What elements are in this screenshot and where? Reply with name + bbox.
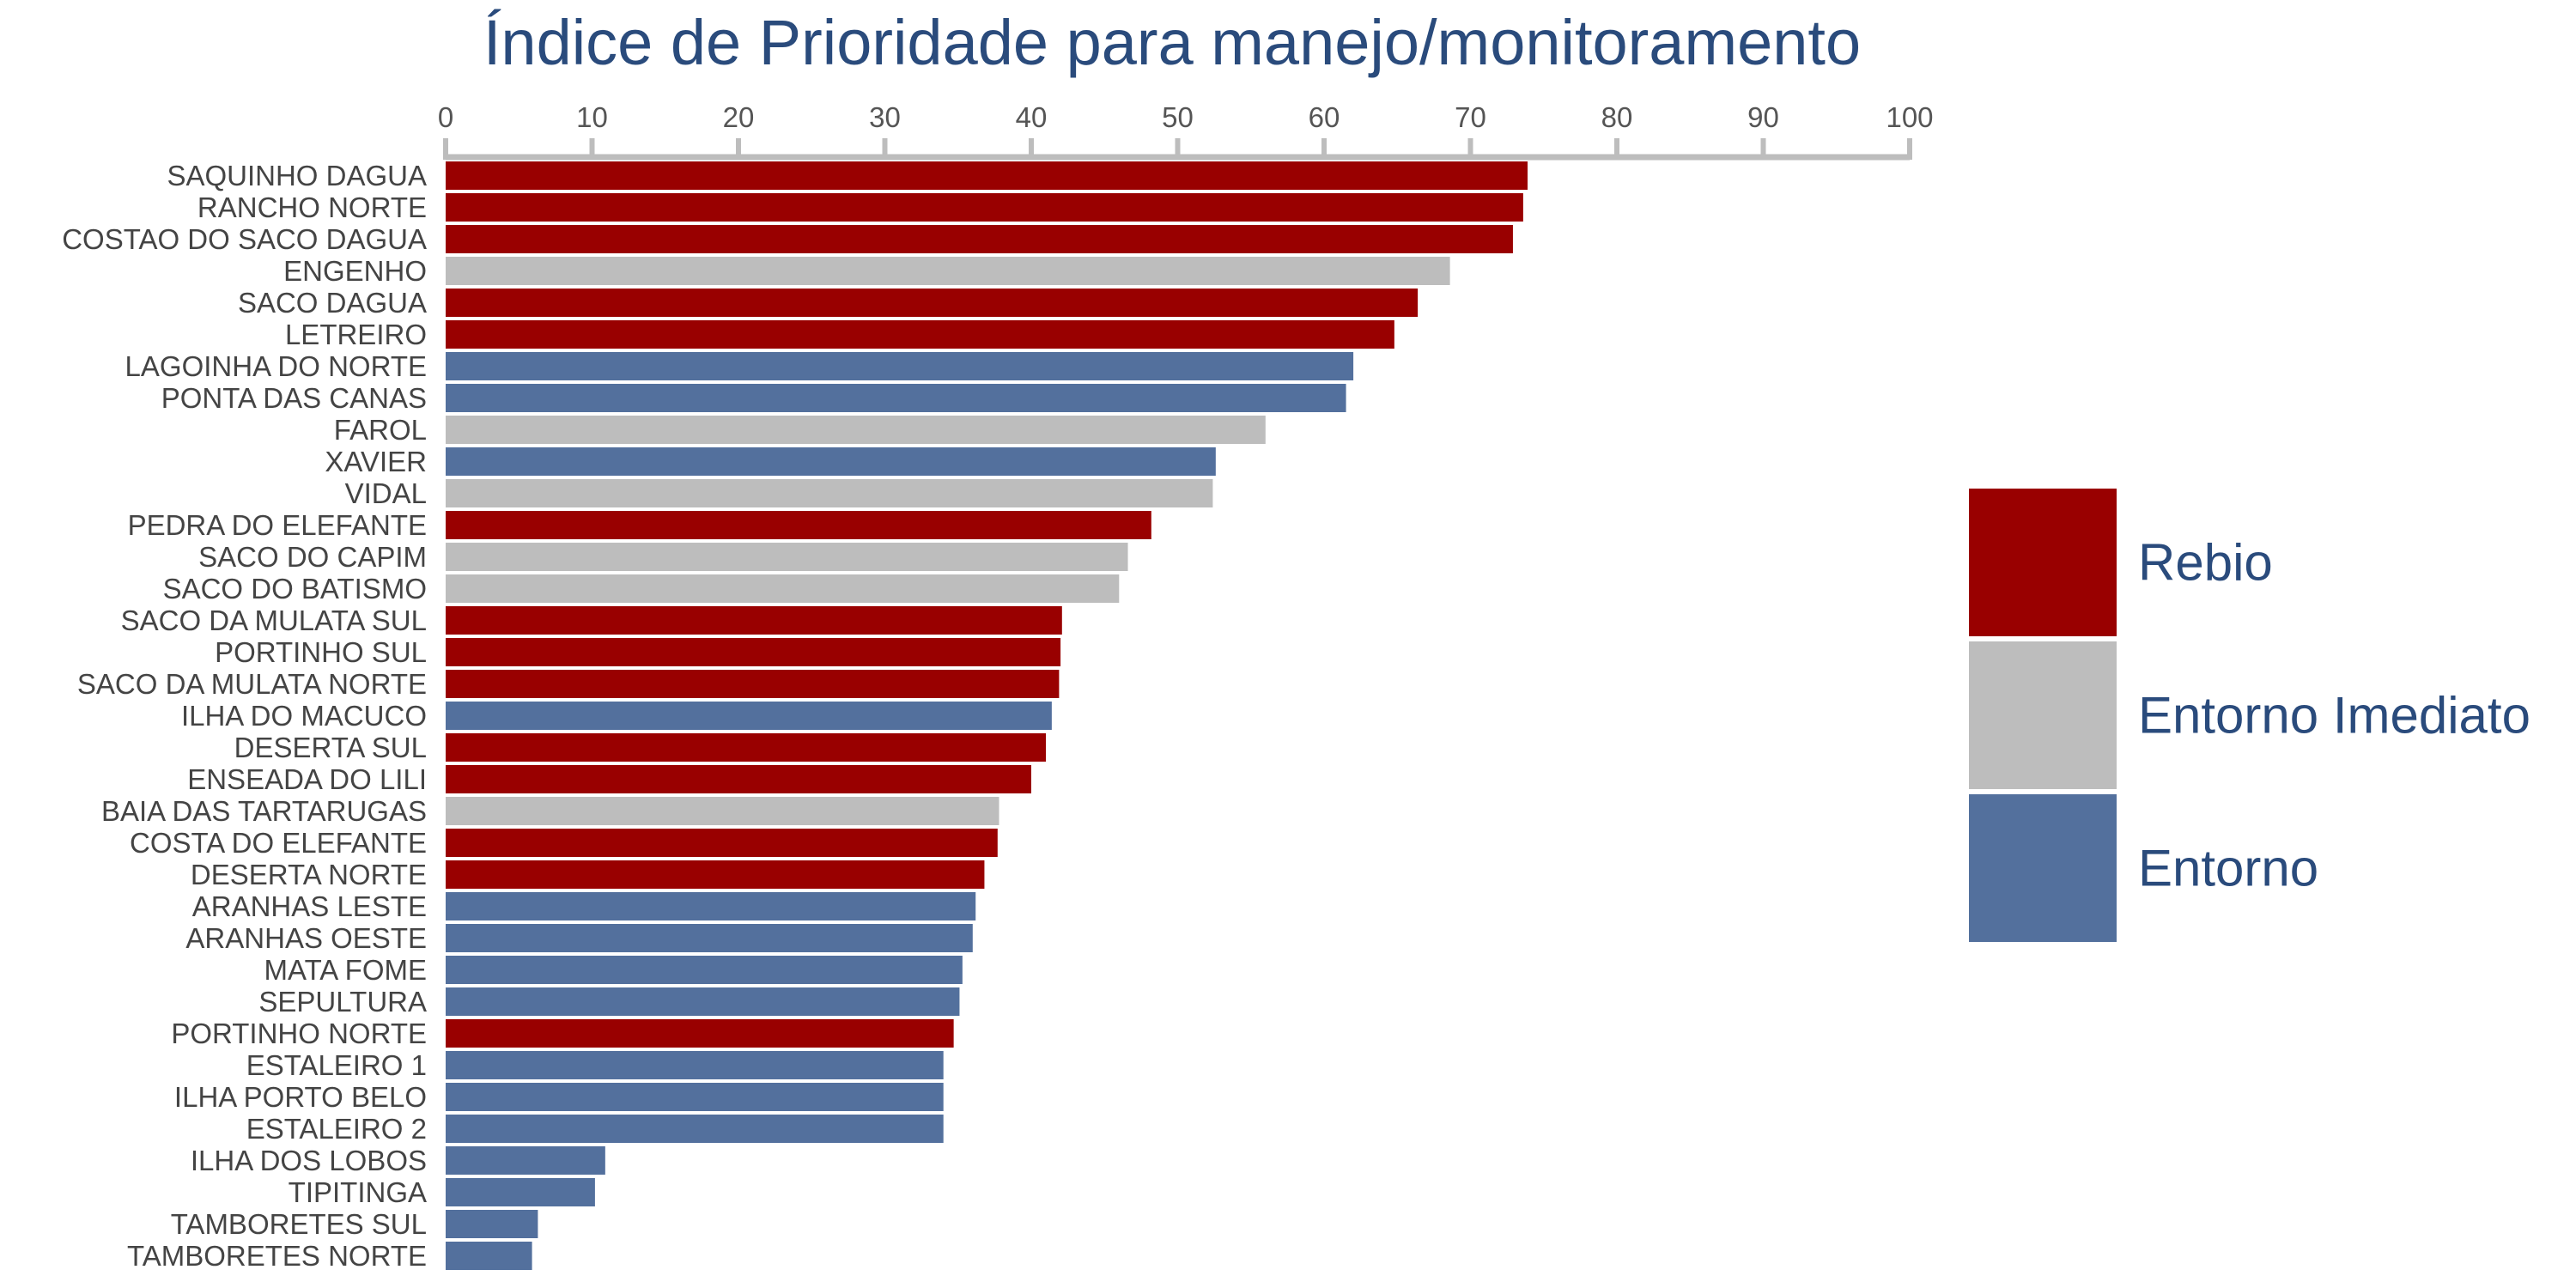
bar xyxy=(446,860,985,889)
bar xyxy=(446,1146,605,1175)
x-tick-label: 50 xyxy=(1162,101,1194,133)
x-tick-label: 90 xyxy=(1747,101,1779,133)
category-label: LETREIRO xyxy=(285,319,427,350)
category-label: BAIA DAS TARTARUGAS xyxy=(101,795,427,827)
category-label: PEDRA DO ELEFANTE xyxy=(128,509,427,541)
x-tick-label: 40 xyxy=(1016,101,1048,133)
category-label: PORTINHO SUL xyxy=(215,636,427,668)
category-label: SACO DO CAPIM xyxy=(198,541,427,573)
bar xyxy=(446,638,1061,666)
category-label: XAVIER xyxy=(325,446,427,477)
x-tick-label: 0 xyxy=(438,101,453,133)
x-tick-label: 80 xyxy=(1601,101,1633,133)
bar xyxy=(446,924,973,952)
x-tick-label: 20 xyxy=(723,101,755,133)
legend-swatch xyxy=(1969,641,2117,789)
category-label: MATA FOME xyxy=(264,954,427,986)
bar xyxy=(446,606,1062,635)
category-label: TIPITINGA xyxy=(289,1176,427,1208)
legend-swatch xyxy=(1969,794,2117,942)
x-tick-label: 70 xyxy=(1455,101,1486,133)
category-label: SEPULTURA xyxy=(258,986,427,1018)
category-label: SAQUINHO DAGUA xyxy=(167,160,427,191)
bar xyxy=(446,574,1120,603)
bar xyxy=(446,892,976,920)
bar xyxy=(446,670,1060,698)
bar xyxy=(446,1051,944,1079)
category-label: SACO DA MULATA NORTE xyxy=(77,668,427,700)
bar xyxy=(446,289,1419,317)
bar xyxy=(446,956,963,984)
category-label: ARANHAS LESTE xyxy=(192,890,427,922)
category-label: ILHA DOS LOBOS xyxy=(191,1145,427,1176)
bar xyxy=(446,193,1523,222)
category-label: SACO DA MULATA SUL xyxy=(121,605,427,636)
x-tick-label: 100 xyxy=(1886,101,1933,133)
category-label: ENGENHO xyxy=(283,255,427,287)
bar xyxy=(446,225,1513,253)
category-label: TAMBORETES SUL xyxy=(171,1208,427,1240)
bar xyxy=(446,829,998,857)
bar xyxy=(446,511,1151,539)
bar xyxy=(446,1210,538,1238)
bar xyxy=(446,161,1528,190)
legend-label: Entorno Imediato xyxy=(2138,687,2530,744)
category-label: COSTA DO ELEFANTE xyxy=(130,827,427,859)
x-tick-label: 10 xyxy=(576,101,608,133)
bar xyxy=(446,447,1216,476)
category-label: ESTALEIRO 2 xyxy=(246,1113,427,1145)
category-label: ENSEADA DO LILI xyxy=(187,763,427,795)
category-label: ESTALEIRO 1 xyxy=(246,1049,427,1081)
x-tick-label: 30 xyxy=(869,101,901,133)
category-label: PONTA DAS CANAS xyxy=(161,382,427,414)
bar xyxy=(446,257,1450,285)
category-label: LAGOINHA DO NORTE xyxy=(125,350,427,382)
category-label: DESERTA NORTE xyxy=(191,859,427,890)
legend-label: Rebio xyxy=(2138,534,2273,592)
category-label: TAMBORETES NORTE xyxy=(127,1240,427,1272)
category-label: SACO DAGUA xyxy=(238,287,427,319)
bar xyxy=(446,543,1128,571)
category-label: COSTAO DO SACO DAGUA xyxy=(62,223,427,255)
bar xyxy=(446,479,1213,507)
bar xyxy=(446,416,1266,444)
legend-label: Entorno xyxy=(2138,840,2318,897)
x-axis: 0 10 20 30 40 50 60 70 80 90 100 xyxy=(438,101,1934,161)
category-label: SACO DO BATISMO xyxy=(163,573,427,605)
bar xyxy=(446,1083,944,1111)
bar xyxy=(446,702,1052,730)
category-label: RANCHO NORTE xyxy=(197,191,427,223)
category-label: DESERTA SUL xyxy=(234,732,427,763)
category-label: PORTINHO NORTE xyxy=(171,1018,427,1049)
category-label: ILHA DO MACUCO xyxy=(181,700,427,732)
bar xyxy=(446,320,1394,349)
bars xyxy=(446,161,1528,1270)
x-tick-label: 60 xyxy=(1309,101,1340,133)
bar xyxy=(446,1242,532,1270)
bar xyxy=(446,765,1031,793)
bar xyxy=(446,733,1047,762)
bar xyxy=(446,987,960,1016)
bar xyxy=(446,797,999,825)
bar xyxy=(446,1115,944,1143)
category-label: ARANHAS OESTE xyxy=(185,922,427,954)
category-label: VIDAL xyxy=(345,477,427,509)
legend-swatch xyxy=(1969,489,2117,636)
category-label: FAROL xyxy=(334,414,427,446)
bar xyxy=(446,1019,954,1048)
bar xyxy=(446,384,1346,412)
bar xyxy=(446,352,1354,380)
legend: Rebio Entorno Imediato Entorno xyxy=(1969,489,2530,942)
category-label: ILHA PORTO BELO xyxy=(174,1081,427,1113)
bar xyxy=(446,1178,595,1206)
chart-title: Índice de Prioridade para manejo/monitor… xyxy=(483,7,1861,78)
